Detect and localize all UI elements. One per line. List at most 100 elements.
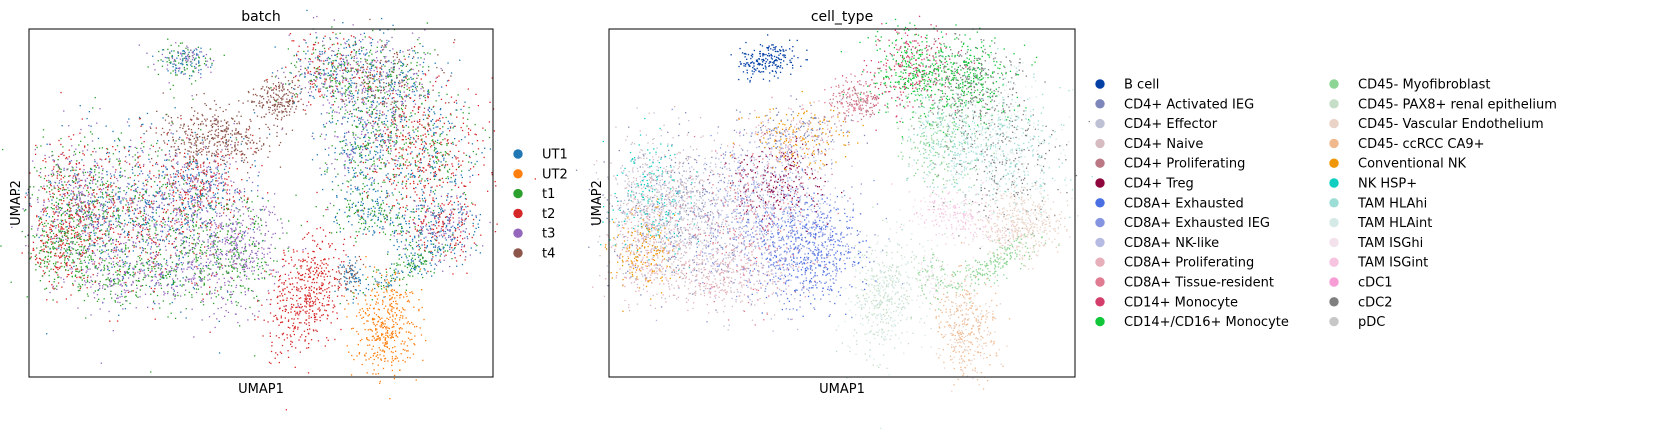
point bbox=[206, 229, 208, 231]
point bbox=[250, 120, 252, 122]
point bbox=[86, 117, 88, 120]
point bbox=[112, 273, 114, 276]
point bbox=[247, 148, 249, 150]
point bbox=[303, 39, 305, 41]
point bbox=[239, 263, 241, 265]
point bbox=[123, 242, 125, 245]
point bbox=[115, 262, 117, 265]
point bbox=[248, 137, 250, 139]
point bbox=[260, 148, 262, 150]
point bbox=[253, 245, 256, 247]
point bbox=[219, 223, 221, 225]
point bbox=[226, 254, 228, 257]
point bbox=[153, 300, 155, 302]
point bbox=[343, 92, 345, 94]
point bbox=[274, 104, 277, 106]
point bbox=[89, 222, 91, 225]
point bbox=[83, 227, 85, 229]
point bbox=[161, 198, 163, 200]
point bbox=[151, 242, 153, 244]
point bbox=[213, 275, 215, 277]
point bbox=[99, 308, 101, 310]
point bbox=[213, 159, 216, 161]
point bbox=[251, 218, 253, 220]
point bbox=[174, 295, 176, 298]
point bbox=[188, 57, 190, 59]
point bbox=[250, 223, 252, 226]
point bbox=[139, 272, 141, 275]
point bbox=[68, 125, 70, 127]
point bbox=[85, 317, 87, 319]
point bbox=[187, 163, 189, 165]
point bbox=[230, 180, 232, 182]
point bbox=[201, 180, 204, 182]
point bbox=[164, 268, 167, 270]
point bbox=[235, 284, 238, 286]
point bbox=[207, 200, 209, 202]
point bbox=[191, 261, 193, 263]
point bbox=[91, 219, 93, 222]
point bbox=[133, 202, 135, 204]
point bbox=[161, 265, 163, 267]
point bbox=[89, 237, 91, 239]
point bbox=[120, 293, 123, 295]
point bbox=[64, 244, 66, 246]
point bbox=[143, 193, 145, 196]
point bbox=[215, 200, 217, 202]
point bbox=[207, 267, 209, 269]
point bbox=[49, 184, 52, 186]
point bbox=[206, 173, 208, 175]
point bbox=[249, 261, 251, 264]
point bbox=[178, 206, 181, 208]
point bbox=[44, 207, 46, 209]
point bbox=[150, 371, 152, 373]
point bbox=[219, 230, 221, 232]
point bbox=[149, 235, 151, 238]
point bbox=[99, 196, 102, 198]
point bbox=[52, 287, 54, 289]
point bbox=[200, 129, 202, 131]
point bbox=[188, 252, 190, 254]
point bbox=[39, 280, 41, 282]
point bbox=[116, 257, 118, 259]
point bbox=[163, 198, 166, 200]
point bbox=[150, 252, 152, 254]
point bbox=[258, 171, 260, 173]
point bbox=[189, 185, 191, 187]
point bbox=[76, 182, 78, 184]
point bbox=[215, 271, 217, 273]
point bbox=[39, 258, 42, 260]
point bbox=[86, 293, 89, 295]
point bbox=[195, 193, 197, 196]
point bbox=[119, 176, 122, 178]
point bbox=[179, 199, 181, 201]
point bbox=[163, 218, 165, 221]
point bbox=[287, 250, 290, 252]
point bbox=[233, 240, 235, 243]
point bbox=[207, 222, 209, 224]
point bbox=[139, 241, 141, 243]
point bbox=[172, 63, 174, 65]
point bbox=[215, 287, 217, 289]
point bbox=[192, 221, 195, 224]
point bbox=[205, 189, 207, 191]
point bbox=[84, 204, 86, 206]
point bbox=[107, 186, 110, 188]
point bbox=[225, 121, 227, 124]
point bbox=[156, 110, 158, 112]
point bbox=[202, 115, 204, 117]
point bbox=[211, 64, 213, 66]
point bbox=[64, 210, 66, 213]
point bbox=[253, 226, 256, 228]
point bbox=[218, 202, 220, 204]
point bbox=[248, 267, 251, 269]
point bbox=[108, 310, 110, 313]
point bbox=[84, 179, 86, 181]
point bbox=[161, 277, 163, 279]
point bbox=[199, 142, 201, 144]
point bbox=[190, 208, 192, 210]
point bbox=[213, 194, 215, 196]
point bbox=[226, 204, 228, 206]
point bbox=[174, 183, 176, 185]
point bbox=[84, 229, 86, 231]
